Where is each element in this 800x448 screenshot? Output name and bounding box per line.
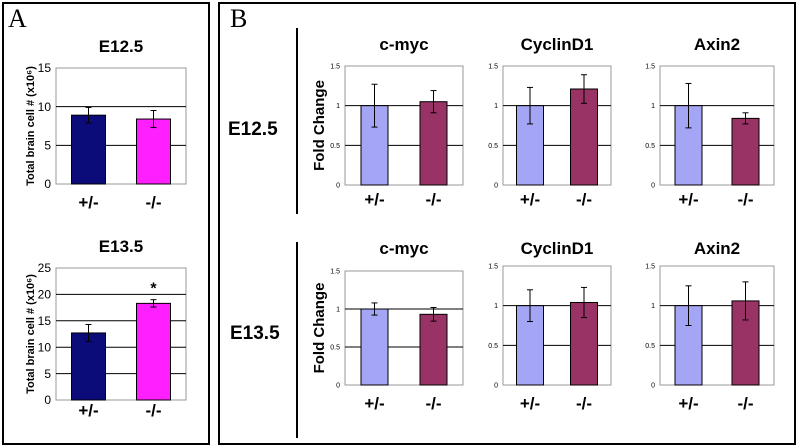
chart-3-tick-label: 0.5 bbox=[330, 143, 340, 150]
chart-2-tick-label: 25 bbox=[38, 261, 52, 275]
chart-8-frame bbox=[659, 265, 775, 386]
chart-6-tick-label: 1.5 bbox=[330, 268, 340, 275]
chart-2-category-label: -/- bbox=[145, 401, 161, 420]
chart-7-category-label: -/- bbox=[576, 394, 592, 413]
chart-6-category-label: +/- bbox=[364, 394, 384, 413]
chart-7-tick-label: 0 bbox=[494, 382, 498, 389]
chart-4-tick-label: 1 bbox=[494, 103, 498, 110]
chart-7-tick-label: 1 bbox=[494, 303, 498, 310]
chart-1-frame bbox=[55, 67, 187, 185]
chart-2-tick-label: 20 bbox=[38, 288, 52, 302]
chart-5-frame bbox=[659, 65, 775, 186]
chart-5-title: Axin2 bbox=[694, 35, 740, 54]
chart-6-frame bbox=[344, 270, 464, 386]
chart-6-title: c-myc bbox=[379, 239, 428, 258]
chart-4-frame bbox=[502, 65, 612, 186]
panel-a-label: A bbox=[8, 4, 27, 33]
chart-3-bar bbox=[419, 101, 448, 186]
chart-6-tick-label: 1 bbox=[336, 306, 340, 313]
chart-5-category-label: +/- bbox=[678, 190, 698, 209]
row-label-e12-5: E12.5 bbox=[228, 119, 278, 140]
chart-7-tick-label: 0.5 bbox=[488, 343, 498, 350]
panel-a: A bbox=[2, 2, 210, 445]
chart-5-tick-label: 1 bbox=[651, 103, 655, 110]
chart-2-significance-marker: * bbox=[150, 281, 157, 298]
chart-8-tick-label: 0.5 bbox=[645, 343, 655, 350]
chart-3-y-axis-label: Fold Change bbox=[311, 80, 328, 171]
chart-2-bar bbox=[71, 332, 106, 401]
chart-3-tick-label: 0 bbox=[336, 182, 340, 189]
chart-8-bar bbox=[674, 305, 703, 386]
chart-2-frame bbox=[55, 267, 187, 401]
chart-4-category-label: +/- bbox=[520, 190, 540, 209]
chart-6-bar bbox=[360, 308, 389, 386]
chart-2-y-axis-label: Total brain cell # (x10⁶) bbox=[25, 274, 37, 394]
chart-1-title: E12.5 bbox=[99, 37, 143, 56]
chart-4-tick-label: 1.5 bbox=[488, 63, 498, 70]
chart-7-frame bbox=[502, 265, 612, 386]
panel-b: B E12.5 E13.5 bbox=[218, 2, 796, 445]
chart-1-category-label: +/- bbox=[78, 193, 98, 212]
chart-3-frame bbox=[344, 65, 464, 186]
chart-3-category-label: +/- bbox=[364, 190, 384, 209]
chart-1-bar bbox=[71, 114, 106, 185]
chart-4-title: CyclinD1 bbox=[521, 35, 594, 54]
chart-3-tick-label: 1.5 bbox=[330, 63, 340, 70]
chart-7-title: CyclinD1 bbox=[521, 239, 594, 258]
chart-6-tick-label: 0.5 bbox=[330, 344, 340, 351]
chart-4-tick-label: 0 bbox=[494, 182, 498, 189]
chart-8-tick-label: 1.5 bbox=[645, 263, 655, 270]
chart-2-category-label: +/- bbox=[78, 401, 98, 420]
chart-3-tick-label: 1 bbox=[336, 103, 340, 110]
chart-4-category-label: -/- bbox=[576, 190, 592, 209]
chart-7-tick-label: 1.5 bbox=[488, 263, 498, 270]
chart-6-category-label: -/- bbox=[425, 394, 441, 413]
chart-8-tick-label: 0 bbox=[651, 382, 655, 389]
chart-1-bar bbox=[136, 118, 171, 185]
chart-2-title: E13.5 bbox=[99, 237, 143, 256]
chart-2-tick-label: 5 bbox=[44, 367, 51, 381]
chart-6-tick-label: 0 bbox=[336, 382, 340, 389]
row-divider-bottom bbox=[296, 242, 298, 438]
chart-5-tick-label: 0 bbox=[651, 182, 655, 189]
chart-1-tick-label: 5 bbox=[44, 139, 51, 153]
chart-5-category-label: -/- bbox=[737, 190, 753, 209]
chart-5-bar bbox=[731, 117, 760, 186]
chart-3-category-label: -/- bbox=[425, 190, 441, 209]
chart-5-tick-label: 1.5 bbox=[645, 63, 655, 70]
chart-8-title: Axin2 bbox=[694, 239, 740, 258]
chart-1-category-label: -/- bbox=[145, 193, 161, 212]
chart-6-bar bbox=[419, 313, 448, 386]
chart-1-tick-label: 10 bbox=[38, 100, 52, 114]
chart-2-tick-label: 0 bbox=[44, 393, 51, 407]
chart-1-y-axis-label: Total brain cell # (x10⁶) bbox=[25, 66, 37, 186]
chart-6-y-axis-label: Fold Change bbox=[311, 283, 328, 374]
chart-8-category-label: +/- bbox=[678, 394, 698, 413]
chart-2-tick-label: 15 bbox=[38, 314, 52, 328]
chart-1-tick-label: 0 bbox=[44, 177, 51, 191]
chart-2-bar bbox=[136, 302, 171, 401]
chart-1-tick-label: 15 bbox=[38, 61, 52, 75]
chart-4-tick-label: 0.5 bbox=[488, 143, 498, 150]
chart-8-tick-label: 1 bbox=[651, 303, 655, 310]
chart-3-title: c-myc bbox=[379, 35, 428, 54]
chart-4-bar bbox=[570, 88, 598, 186]
chart-7-category-label: +/- bbox=[520, 394, 540, 413]
chart-2-tick-label: 10 bbox=[38, 340, 52, 354]
row-divider-top bbox=[296, 28, 298, 214]
chart-8-category-label: -/- bbox=[737, 394, 753, 413]
row-label-e13-5: E13.5 bbox=[230, 323, 280, 344]
panel-b-label: B bbox=[230, 4, 248, 33]
chart-5-tick-label: 0.5 bbox=[645, 143, 655, 150]
